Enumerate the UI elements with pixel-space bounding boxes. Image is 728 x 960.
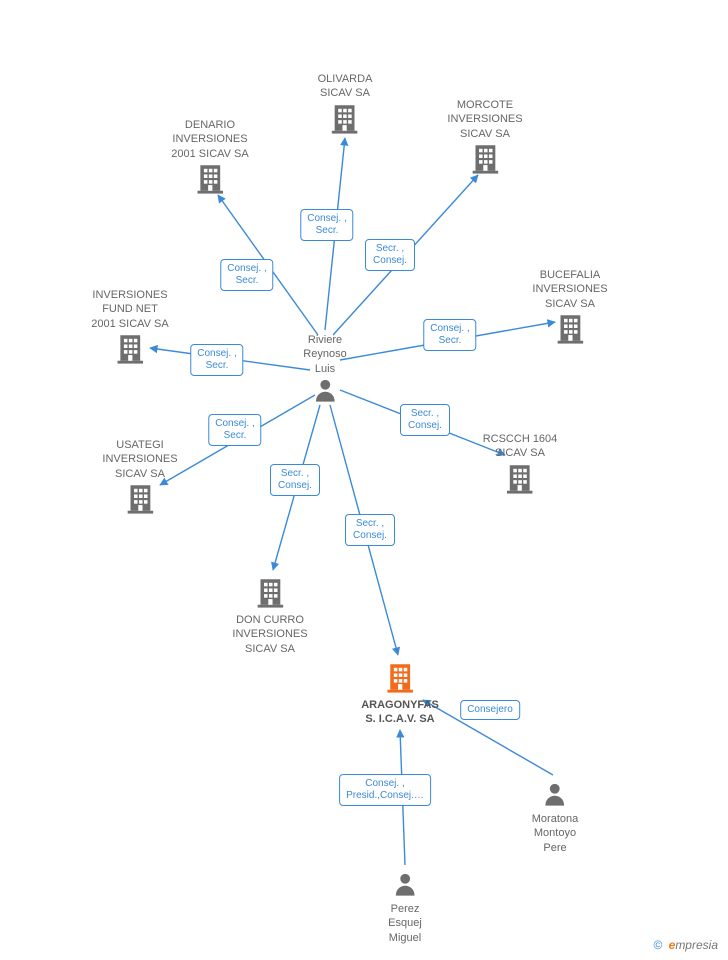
node-label: Moratona Montoyo Pere <box>532 812 578 855</box>
node-morcote[interactable]: MORCOTE INVERSIONES SICAV SA <box>447 94 522 175</box>
building-icon <box>171 161 248 195</box>
building-icon <box>361 660 439 694</box>
node-doncurro[interactable]: DON CURRO INVERSIONES SICAV SA <box>232 575 307 656</box>
node-label: INVERSIONES FUND NET 2001 SICAV SA <box>91 288 168 331</box>
copyright-symbol: © <box>653 938 662 952</box>
node-label: ARAGONYFAS S. I.C.A.V. SA <box>361 698 439 727</box>
person-icon <box>303 376 346 404</box>
brand-rest: mpresia <box>675 938 718 952</box>
node-bucefalia[interactable]: BUCEFALIA INVERSIONES SICAV SA <box>532 264 607 345</box>
node-rcscch[interactable]: RCSCCH 1604 SICAV SA <box>483 428 558 495</box>
edge-label: Consej. , Secr. <box>190 344 243 376</box>
edge-label: Secr. , Consej. <box>345 514 395 546</box>
building-icon <box>232 575 307 609</box>
edge-label: Secr. , Consej. <box>270 464 320 496</box>
diagram-canvas: Consej. , Secr. Consej. , Secr. Secr. , Co… <box>0 0 728 960</box>
node-label: DON CURRO INVERSIONES SICAV SA <box>232 613 307 656</box>
node-fundnet[interactable]: INVERSIONES FUND NET 2001 SICAV SA <box>91 284 168 365</box>
node-label: MORCOTE INVERSIONES SICAV SA <box>447 98 522 141</box>
node-usategi[interactable]: USATEGI INVERSIONES SICAV SA <box>102 434 177 515</box>
node-label: OLIVARDA SICAV SA <box>318 72 373 101</box>
building-icon <box>447 141 522 175</box>
edge-label: Consejero <box>460 700 520 720</box>
node-aragony[interactable]: ARAGONYFAS S. I.C.A.V. SA <box>361 660 439 727</box>
node-label: RCSCCH 1604 SICAV SA <box>483 432 558 461</box>
node-olivarda[interactable]: OLIVARDA SICAV SA <box>318 68 373 135</box>
edge-label: Secr. , Consej. <box>365 239 415 271</box>
edge-label: Consej. , Presid.,Consej.… <box>339 774 431 806</box>
building-icon <box>483 461 558 495</box>
person-icon <box>388 870 422 898</box>
node-label: Perez Esquej Miguel <box>388 902 422 945</box>
edge-label: Consej. , Secr. <box>300 209 353 241</box>
edge-label: Consej. , Secr. <box>423 319 476 351</box>
node-perez[interactable]: Perez Esquej Miguel <box>388 870 422 945</box>
node-denario[interactable]: DENARIO INVERSIONES 2001 SICAV SA <box>171 114 248 195</box>
edge-label: Secr. , Consej. <box>400 404 450 436</box>
node-moratona[interactable]: Moratona Montoyo Pere <box>532 780 578 855</box>
node-label: USATEGI INVERSIONES SICAV SA <box>102 438 177 481</box>
person-icon <box>532 780 578 808</box>
node-riviere[interactable]: Riviere Reynoso Luis <box>303 329 346 404</box>
building-icon <box>318 101 373 135</box>
building-icon <box>102 481 177 515</box>
edge-label: Consej. , Secr. <box>220 259 273 291</box>
node-label: BUCEFALIA INVERSIONES SICAV SA <box>532 268 607 311</box>
building-icon <box>532 311 607 345</box>
footer-credit: © empresia <box>653 938 718 952</box>
edge-label: Consej. , Secr. <box>208 414 261 446</box>
node-label: DENARIO INVERSIONES 2001 SICAV SA <box>171 118 248 161</box>
building-icon <box>91 331 168 365</box>
node-label: Riviere Reynoso Luis <box>303 333 346 376</box>
